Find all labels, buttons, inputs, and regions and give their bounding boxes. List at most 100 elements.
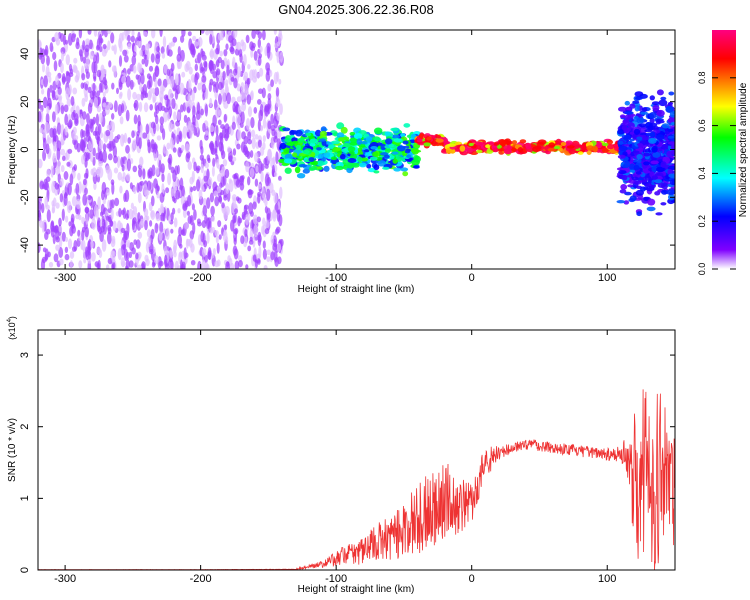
heat-cell [629,195,637,202]
heat-cell [44,196,48,208]
heat-cell [334,165,344,171]
heat-cell [63,104,69,113]
heat-cell [41,203,45,214]
x-tick-label: 0 [469,573,475,585]
heat-cell [391,151,399,155]
heat-cell [624,191,632,196]
heat-cell [201,185,205,192]
heat-cell [136,264,142,269]
heat-cell [215,47,220,55]
heat-cell [158,231,163,242]
heat-cell [667,117,675,124]
heat-cell [624,160,630,168]
heat-cell [650,160,659,165]
heat-cell [264,173,270,187]
heat-cell [81,130,86,138]
heat-cell [474,141,483,146]
colorbar: 0.0 0.2 0.4 0.6 0.8 Normalized spectral ampl… [697,30,749,275]
heat-cell [146,229,151,238]
heat-cell [384,131,391,136]
heat-cell [390,127,399,132]
heat-cell [118,55,123,67]
heat-cell [151,30,156,39]
heat-cell [161,86,166,92]
heat-cell [187,31,192,37]
heat-cell [62,155,66,162]
heat-cell [69,251,75,259]
heat-cell [55,75,59,86]
heat-cell [46,55,50,67]
heat-cell [253,50,258,61]
heat-cell [160,206,165,215]
heat-cell [302,149,310,155]
heat-cell [38,111,42,123]
heat-cell [162,128,166,141]
heat-cell [245,34,250,44]
heat-cell [237,197,242,204]
heat-cell [627,122,635,130]
heat-cell [68,221,72,227]
heat-cell [187,79,192,92]
heat-cell [68,63,73,72]
heat-cell [102,102,107,108]
heat-cell [145,215,150,221]
heat-cell [162,111,168,123]
spectrogram-x-ticks: -300 -200 -100 0 100 [54,30,616,284]
heat-cell [38,212,42,221]
heat-cell [99,46,103,53]
snr-y-multiplier-close: ) [7,316,17,319]
heat-cell [383,154,390,159]
heat-cell [131,218,135,231]
heat-cell [107,257,113,265]
heat-cell [102,76,107,85]
heat-cell [125,173,131,182]
heat-cell [204,61,208,72]
heat-cell [327,149,333,153]
heat-cell [223,224,228,231]
heat-cell [54,103,59,116]
heat-cell [107,40,111,51]
heat-cell [162,36,167,48]
heat-cell [185,152,190,163]
heat-cell [660,182,669,190]
heat-cell [125,30,131,36]
heat-cell [492,147,499,153]
heat-cell [51,207,55,214]
colorbar-tick-label: 0.0 [697,263,707,276]
heat-cell [75,214,80,220]
heat-cell [262,30,266,41]
heat-cell [69,173,74,186]
heat-cell [52,111,56,123]
heat-cell [52,155,57,163]
heat-cell [347,146,356,153]
heat-cell [185,143,190,154]
heat-cell [172,169,177,182]
heat-cell [121,32,125,41]
heat-cell [139,49,143,57]
heat-cell [198,189,203,200]
heat-cell [176,53,182,62]
heat-cell [196,102,201,115]
heat-cell [187,93,191,104]
heat-cell [214,230,219,237]
heat-cell [114,100,118,113]
heat-cell [519,139,527,144]
heat-cell [39,127,44,134]
heat-cell [404,150,411,154]
heat-cell [266,256,271,262]
heat-cell [133,102,137,109]
heat-cell [200,48,204,58]
heat-cell [247,245,252,252]
heat-cell [136,182,140,193]
heat-cell [183,114,188,123]
heat-cell [46,168,51,178]
heat-cell [110,32,115,44]
heat-cell [190,186,193,193]
heat-cell [131,130,135,139]
heat-cell [58,247,64,258]
heat-cell [108,140,112,152]
heat-cell [670,138,675,142]
heat-cell [279,186,283,199]
heat-cell [232,174,238,179]
heat-cell [66,98,72,107]
